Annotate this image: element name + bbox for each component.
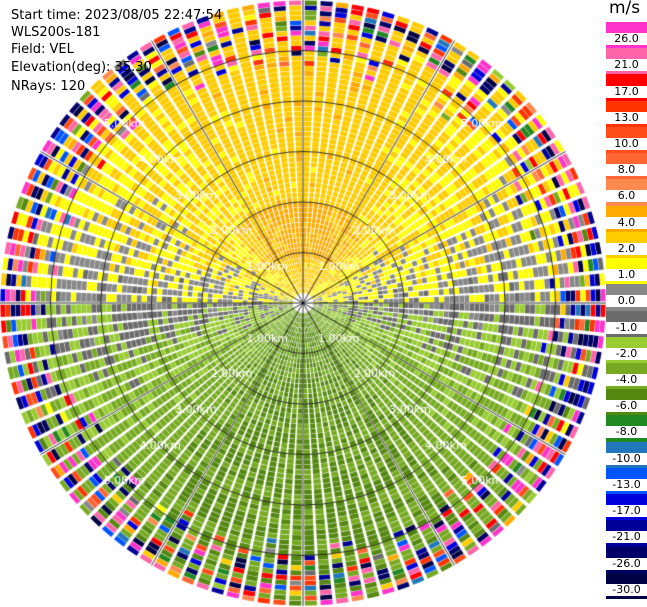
field-text: Field: VEL bbox=[11, 42, 74, 58]
nrays-text: NRays: 120 bbox=[11, 78, 86, 94]
colorbar-tick-label: 0.0 bbox=[606, 295, 647, 308]
colorbar-tick-label: 8.0 bbox=[606, 164, 647, 177]
colorbar-tick-label: -26.0 bbox=[606, 557, 647, 570]
colorbar-tick-label: 4.0 bbox=[606, 216, 647, 229]
colorbar-tick-label: -21.0 bbox=[606, 531, 647, 544]
instrument-text: WLS200s-181 bbox=[11, 25, 101, 41]
colorbar-tick-label: 17.0 bbox=[606, 85, 647, 98]
colorbar-tick-label: 21.0 bbox=[606, 59, 647, 72]
colorbar-tick-label: -10.0 bbox=[606, 452, 647, 465]
colorbar-unit: m/s bbox=[609, 0, 641, 18]
info-panel: Start time: 2023/08/05 22:47:54 WLS200s-… bbox=[11, 7, 222, 95]
colorbar-tick-label: -30.0 bbox=[606, 583, 647, 596]
colorbar-tick-label: 6.0 bbox=[606, 190, 647, 203]
colorbar-tick-label: -2.0 bbox=[606, 347, 647, 360]
elevation-text: Elevation(deg): 35.30 bbox=[11, 59, 152, 75]
colorbar-tick-label: -4.0 bbox=[606, 374, 647, 386]
start-time-text: Start time: 2023/08/05 22:47:54 bbox=[11, 8, 223, 23]
colorbar-tick-label: 1.0 bbox=[606, 269, 647, 282]
colorbar-tick-label: 2.0 bbox=[606, 242, 647, 255]
colorbar-tick-label: 10.0 bbox=[606, 137, 647, 150]
colorbar-tick-label: -6.0 bbox=[606, 400, 647, 413]
colorbar-tick-label: -8.0 bbox=[606, 426, 647, 439]
colorbar-tick-label: 13.0 bbox=[606, 111, 647, 124]
colorbar-tick-label: -17.0 bbox=[606, 505, 647, 518]
colorbar-tick-label: -1.0 bbox=[606, 321, 647, 334]
colorbar-tick-label: 26.0 bbox=[606, 33, 647, 46]
colorbar-tick-label: -13.0 bbox=[606, 478, 647, 491]
